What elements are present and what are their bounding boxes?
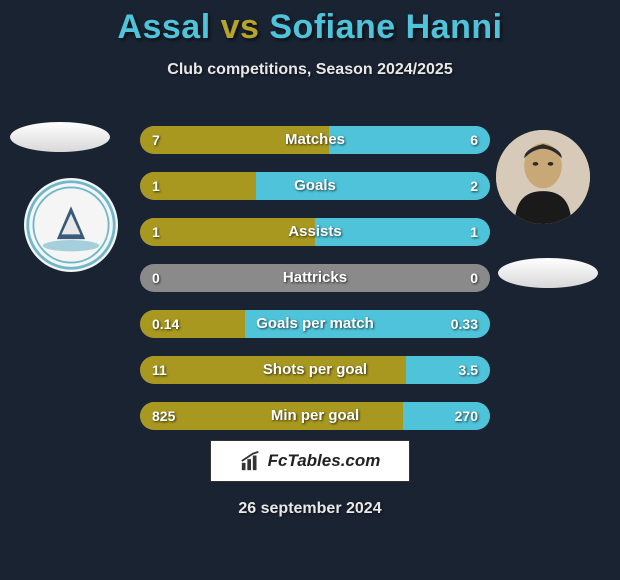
player-photo-icon — [496, 130, 590, 224]
stat-label: Assists — [140, 218, 490, 246]
stat-label: Goals per match — [140, 310, 490, 338]
stat-row: 12Goals — [140, 172, 490, 200]
stat-row: 00Hattricks — [140, 264, 490, 292]
stat-label: Shots per goal — [140, 356, 490, 384]
page-title: Assal vs Sofiane Hanni — [0, 0, 620, 47]
player2-avatar — [496, 130, 590, 224]
stat-row: 0.140.33Goals per match — [140, 310, 490, 338]
stat-row: 76Matches — [140, 126, 490, 154]
stat-label: Hattricks — [140, 264, 490, 292]
stat-label: Matches — [140, 126, 490, 154]
title-vs: vs — [221, 8, 260, 46]
title-player2: Sofiane Hanni — [269, 8, 502, 46]
brand-text: FcTables.com — [268, 451, 381, 471]
stat-row: 11Assists — [140, 218, 490, 246]
stat-row: 825270Min per goal — [140, 402, 490, 430]
date-text: 26 september 2024 — [0, 500, 620, 518]
chart-icon — [240, 450, 262, 472]
player1-club-crest — [24, 178, 118, 272]
stat-row: 113.5Shots per goal — [140, 356, 490, 384]
title-player1: Assal — [117, 8, 210, 46]
player1-club-pill — [10, 122, 110, 152]
subtitle: Club competitions, Season 2024/2025 — [0, 61, 620, 79]
stat-label: Min per goal — [140, 402, 490, 430]
club-crest-icon — [24, 178, 118, 272]
stat-label: Goals — [140, 172, 490, 200]
stats-chart: 76Matches 12Goals 11Assists 00Hattricks 0.14… — [140, 126, 490, 448]
player2-club-pill — [498, 258, 598, 288]
brand-badge: FcTables.com — [210, 440, 410, 482]
